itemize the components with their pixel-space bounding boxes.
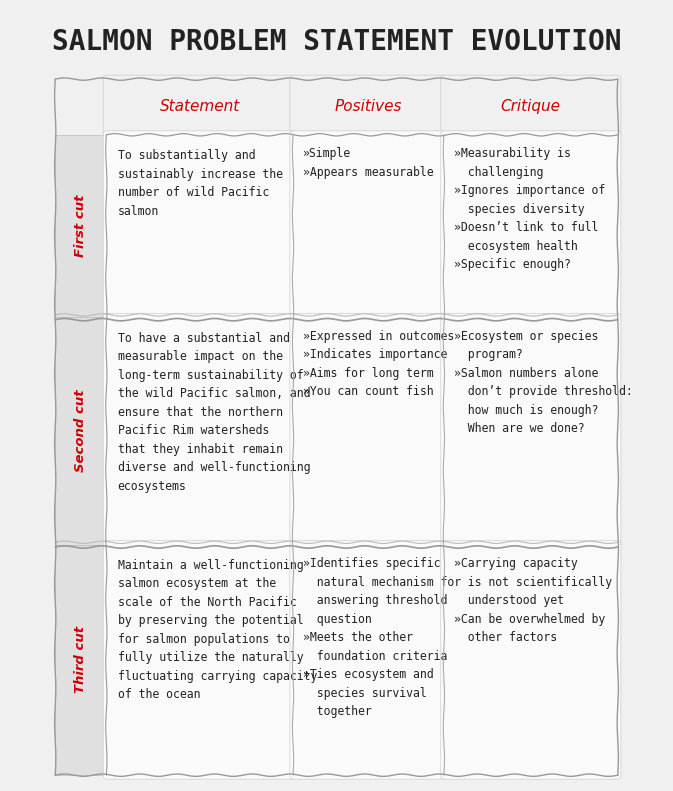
- Text: »Expressed in outcomes
»Indicates importance
»Aims for long term
»You can count : »Expressed in outcomes »Indicates import…: [303, 330, 454, 399]
- Text: To substantially and
sustainably increase the
number of wild Pacific
salmon: To substantially and sustainably increas…: [118, 149, 283, 218]
- Text: Second cut: Second cut: [74, 390, 87, 472]
- Text: First cut: First cut: [74, 195, 87, 257]
- Text: »Ecosystem or species
  program?
»Salmon numbers alone
  don’t provide threshold: »Ecosystem or species program? »Salmon n…: [454, 330, 633, 436]
- FancyBboxPatch shape: [103, 75, 296, 138]
- Text: »Simple
»Appears measurable: »Simple »Appears measurable: [303, 147, 433, 179]
- Text: »Carrying capacity
  is not scientifically
  understood yet
»Can be overwhelmed : »Carrying capacity is not scientifically…: [454, 558, 612, 645]
- Text: »Measurability is
  challenging
»Ignores importance of
  species diversity
»Does: »Measurability is challenging »Ignores i…: [454, 147, 605, 271]
- FancyBboxPatch shape: [290, 313, 447, 549]
- FancyBboxPatch shape: [441, 75, 621, 138]
- Text: To have a substantial and
measurable impact on the
long-term sustainability of
t: To have a substantial and measurable imp…: [118, 331, 310, 493]
- FancyBboxPatch shape: [55, 545, 106, 775]
- FancyBboxPatch shape: [441, 131, 621, 321]
- FancyBboxPatch shape: [441, 541, 621, 779]
- Text: SALMON PROBLEM STATEMENT EVOLUTION: SALMON PROBLEM STATEMENT EVOLUTION: [52, 28, 621, 55]
- FancyBboxPatch shape: [103, 313, 296, 549]
- Text: Statement: Statement: [160, 100, 240, 115]
- Text: Third cut: Third cut: [74, 626, 87, 694]
- Text: Positives: Positives: [334, 100, 402, 115]
- Text: »Identifies specific
  natural mechanism for
  answering threshold
  question
»M: »Identifies specific natural mechanism f…: [303, 558, 461, 718]
- Text: Maintain a well-functioning
salmon ecosystem at the
scale of the North Pacific
b: Maintain a well-functioning salmon ecosy…: [118, 559, 317, 702]
- FancyBboxPatch shape: [103, 131, 296, 321]
- Text: Critique: Critique: [501, 100, 561, 115]
- FancyBboxPatch shape: [290, 75, 447, 138]
- FancyBboxPatch shape: [55, 317, 106, 545]
- FancyBboxPatch shape: [290, 131, 447, 321]
- FancyBboxPatch shape: [103, 541, 296, 779]
- FancyBboxPatch shape: [441, 313, 621, 549]
- FancyBboxPatch shape: [290, 541, 447, 779]
- FancyBboxPatch shape: [55, 134, 106, 317]
- FancyBboxPatch shape: [55, 24, 669, 775]
